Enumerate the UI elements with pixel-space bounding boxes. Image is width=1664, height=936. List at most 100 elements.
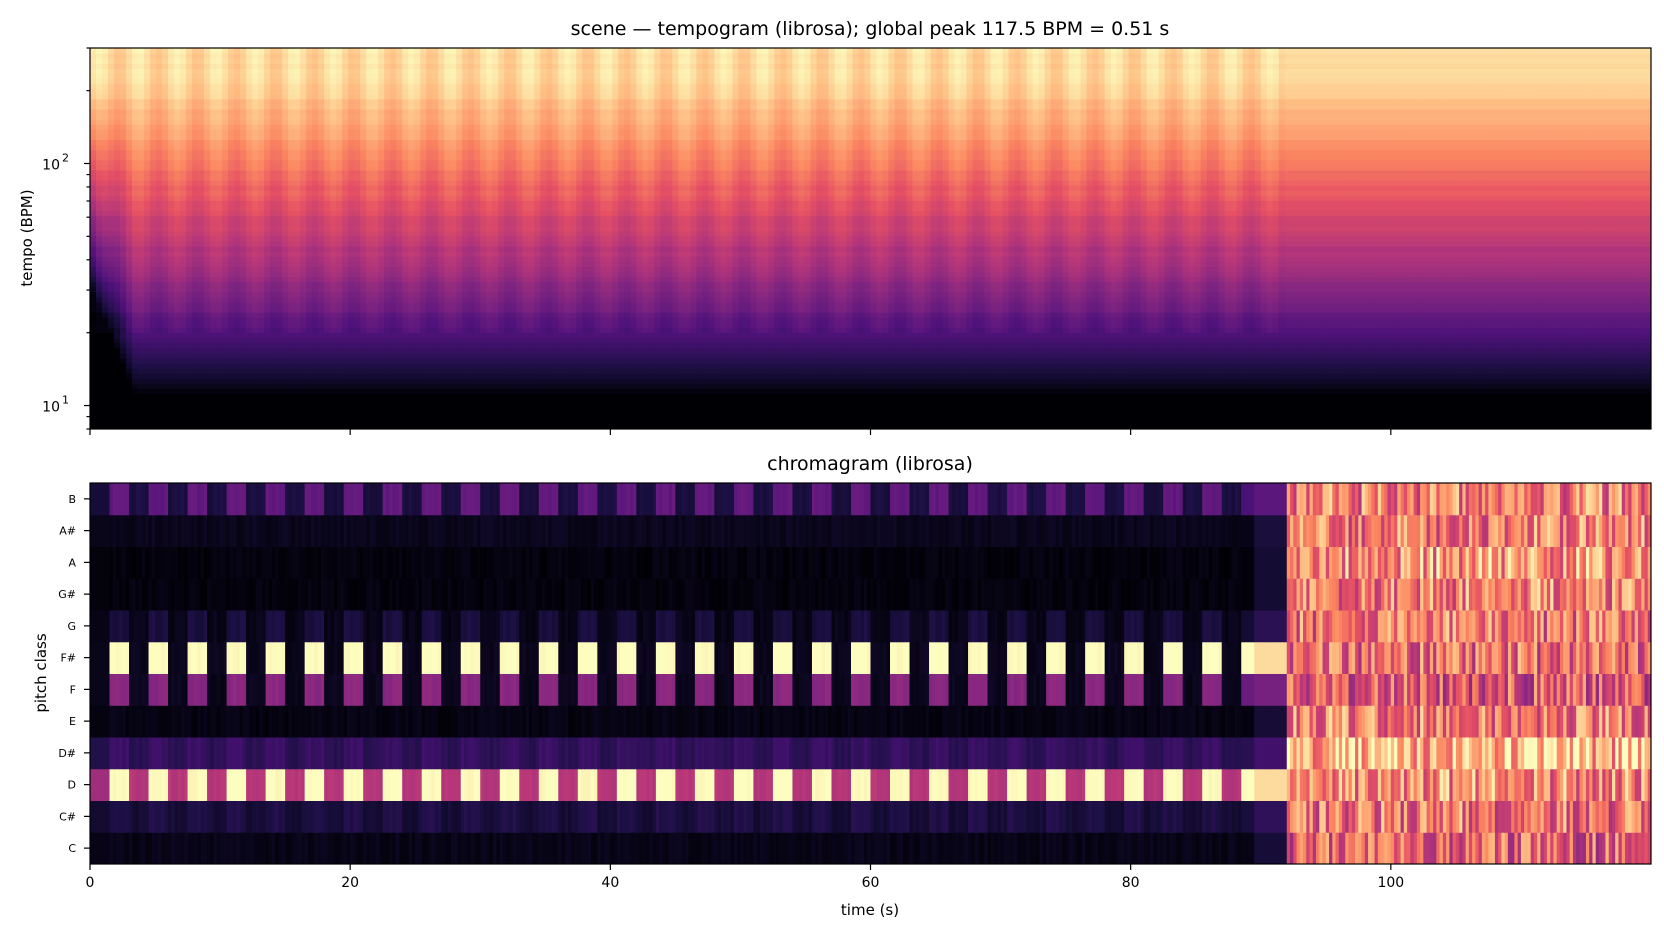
tempogram-cell	[318, 291, 325, 298]
tempogram-cell	[432, 378, 439, 384]
tempogram-cell	[426, 119, 433, 125]
tempogram-cell	[390, 63, 397, 69]
tempogram-cell	[222, 114, 229, 120]
tempogram-cell	[126, 235, 133, 242]
tempogram-cell	[156, 317, 163, 323]
tempogram-cell	[216, 413, 223, 420]
tempogram-cell	[234, 317, 241, 323]
tempogram-cell	[402, 322, 409, 328]
tempogram-cell	[234, 342, 241, 349]
tempogram-cell	[390, 149, 397, 156]
tempogram-cell	[192, 195, 199, 201]
tempogram-cell	[432, 98, 439, 105]
tempogram-cell	[288, 296, 295, 303]
tempogram-cell	[426, 230, 433, 237]
tempogram-cell	[96, 225, 103, 232]
tempogram-cell	[240, 164, 247, 171]
tempogram-cell	[372, 327, 379, 334]
tempogram-cell	[192, 322, 199, 328]
tempogram-cell	[174, 220, 181, 227]
tempogram-cell	[288, 129, 295, 135]
tempogram-cell	[354, 68, 361, 74]
tempogram-cell	[228, 317, 235, 323]
tempogram-cell	[408, 144, 415, 151]
tempogram-cell	[324, 302, 331, 308]
tempogram-cell	[426, 93, 433, 100]
tempogram-cell	[450, 185, 457, 191]
tempogram-cell	[186, 373, 193, 379]
tempogram-cell	[360, 149, 367, 156]
tempogram-cell	[462, 261, 469, 268]
tempogram-cell	[216, 251, 223, 257]
tempogram-cell	[132, 164, 139, 171]
tempogram-cell	[222, 408, 229, 415]
tempogram-cell	[114, 291, 121, 298]
tempogram-cell	[360, 266, 367, 273]
tempogram-cell	[210, 88, 217, 95]
tempogram-cell	[222, 154, 229, 161]
tempogram-cell	[216, 73, 223, 80]
tempogram-cell	[138, 256, 145, 262]
tempogram-cell	[366, 403, 373, 410]
tempogram-cell	[432, 251, 439, 257]
tempogram-cell	[330, 83, 337, 90]
tempogram-cell	[240, 418, 247, 425]
tempogram-cell	[300, 139, 307, 146]
tempogram-cell	[480, 134, 487, 141]
tempogram-cell	[354, 307, 361, 313]
tempogram-cell	[354, 317, 361, 323]
tempogram-cell	[96, 281, 103, 288]
tempogram-cell	[192, 317, 199, 323]
tempogram-cell	[480, 291, 487, 298]
tempogram-cell	[456, 352, 463, 359]
tempogram-cell	[168, 368, 175, 374]
tempogram-cell	[156, 362, 163, 369]
tempogram-cell	[216, 327, 223, 334]
tempogram-cell	[258, 159, 265, 166]
tempogram-cell	[456, 322, 463, 328]
tempogram-cell	[432, 230, 439, 237]
tempogram-cell	[378, 347, 385, 354]
tempogram-cell	[216, 108, 223, 115]
tempogram-cell	[420, 266, 427, 273]
tempogram-cell	[390, 327, 397, 334]
tempogram-cell	[432, 332, 439, 339]
tempogram-cell	[414, 342, 421, 349]
tempogram-cell	[396, 103, 403, 110]
tempogram-cell	[264, 180, 271, 186]
tempogram-cell	[408, 256, 415, 262]
tempogram-cell	[330, 403, 337, 410]
tempogram-cell	[306, 327, 313, 334]
tempogram-cell	[174, 357, 181, 364]
tempogram-cell	[450, 149, 457, 156]
tempogram-cell	[174, 337, 181, 344]
tempogram-cell	[180, 129, 187, 135]
tempogram-cell	[474, 281, 481, 288]
tempogram-cell	[282, 418, 289, 425]
tempogram-cell	[354, 159, 361, 166]
tempogram-cell	[162, 373, 169, 379]
tempogram-cell	[102, 88, 109, 95]
tempogram-cell	[276, 418, 283, 425]
tempogram-cell	[342, 114, 349, 120]
tempogram-cell	[90, 205, 97, 212]
tempogram-cell	[348, 352, 355, 359]
tempogram-cell	[174, 190, 181, 196]
tempogram-cell	[174, 373, 181, 379]
tempogram-cell	[240, 195, 247, 201]
tempogram-cell	[438, 317, 445, 323]
tempogram-cell	[102, 68, 109, 74]
tempogram-cell	[138, 180, 145, 186]
tempogram-cell	[468, 332, 475, 339]
tempogram-cell	[174, 403, 181, 410]
tempogram-cell	[198, 98, 205, 105]
tempogram-cell	[138, 78, 145, 85]
tempogram-cell	[162, 362, 169, 369]
tempogram-cell	[246, 144, 253, 151]
tempogram-cell	[390, 190, 397, 196]
tempogram-cell	[456, 276, 463, 283]
tempogram-cell	[264, 134, 271, 141]
tempogram-cell	[360, 362, 367, 369]
tempogram-cell	[462, 73, 469, 80]
tempogram-cell	[276, 261, 283, 268]
